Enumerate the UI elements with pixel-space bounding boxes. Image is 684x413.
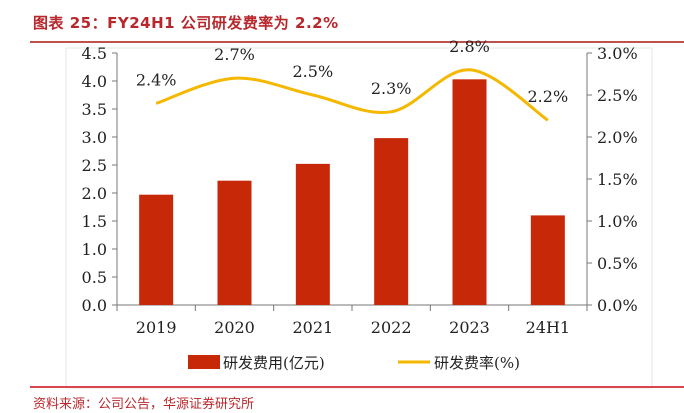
legend-bar-swatch: [188, 355, 220, 369]
rate-line: [155, 68, 549, 122]
footer-divider: [30, 386, 684, 388]
left-tick-label: 3.5: [82, 100, 107, 119]
left-tick-label: 1.5: [82, 212, 107, 231]
data-label: 2.8%: [449, 37, 490, 56]
data-label: 2.3%: [371, 79, 412, 98]
bar: [452, 79, 487, 305]
left-tick-label: 3.0: [82, 128, 107, 147]
left-tick-label: 0.5: [82, 268, 107, 287]
x-tick-label: 2019: [136, 318, 177, 337]
bar: [217, 180, 252, 305]
right-tick-label: 1.5%: [597, 170, 638, 189]
data-label: 2.2%: [528, 87, 569, 106]
legend-line-label: 研发费率(%): [434, 354, 520, 372]
legend-bar-label: 研发费用(亿元): [223, 354, 325, 372]
chart-title: 图表 25：FY24H1 公司研发费率为 2.2%: [33, 14, 339, 32]
left-tick-label: 4.0: [82, 72, 107, 91]
data-label: 2.7%: [214, 45, 255, 64]
x-tick-label: 2021: [292, 318, 333, 337]
x-tick-label: 2022: [371, 318, 412, 337]
x-tick-label: 2020: [214, 318, 255, 337]
right-tick-label: 2.0%: [597, 128, 638, 147]
title-divider: [30, 41, 684, 43]
data-label: 2.4%: [136, 70, 177, 89]
left-tick-label: 2.0: [82, 184, 107, 203]
x-tick-label: 2023: [449, 318, 490, 337]
plot-frame: [65, 47, 653, 389]
left-tick-label: 0.0: [82, 296, 107, 315]
data-label: 2.5%: [293, 62, 334, 81]
source-note: 资料来源：公司公告，华源证券研究所: [33, 397, 255, 412]
bar: [295, 163, 330, 305]
x-tick-label: 24H1: [526, 318, 571, 337]
left-tick-label: 2.5: [82, 156, 107, 175]
right-tick-label: 3.0%: [597, 44, 638, 63]
right-tick-label: 1.0%: [597, 212, 638, 231]
left-tick-label: 4.5: [82, 44, 107, 63]
bar: [374, 138, 409, 305]
right-tick-label: 0.0%: [597, 296, 638, 315]
bar: [139, 194, 174, 305]
left-tick-label: 1.0: [82, 240, 107, 259]
right-tick-label: 0.5%: [597, 254, 638, 273]
bar: [530, 215, 565, 305]
right-tick-label: 2.5%: [597, 86, 638, 105]
